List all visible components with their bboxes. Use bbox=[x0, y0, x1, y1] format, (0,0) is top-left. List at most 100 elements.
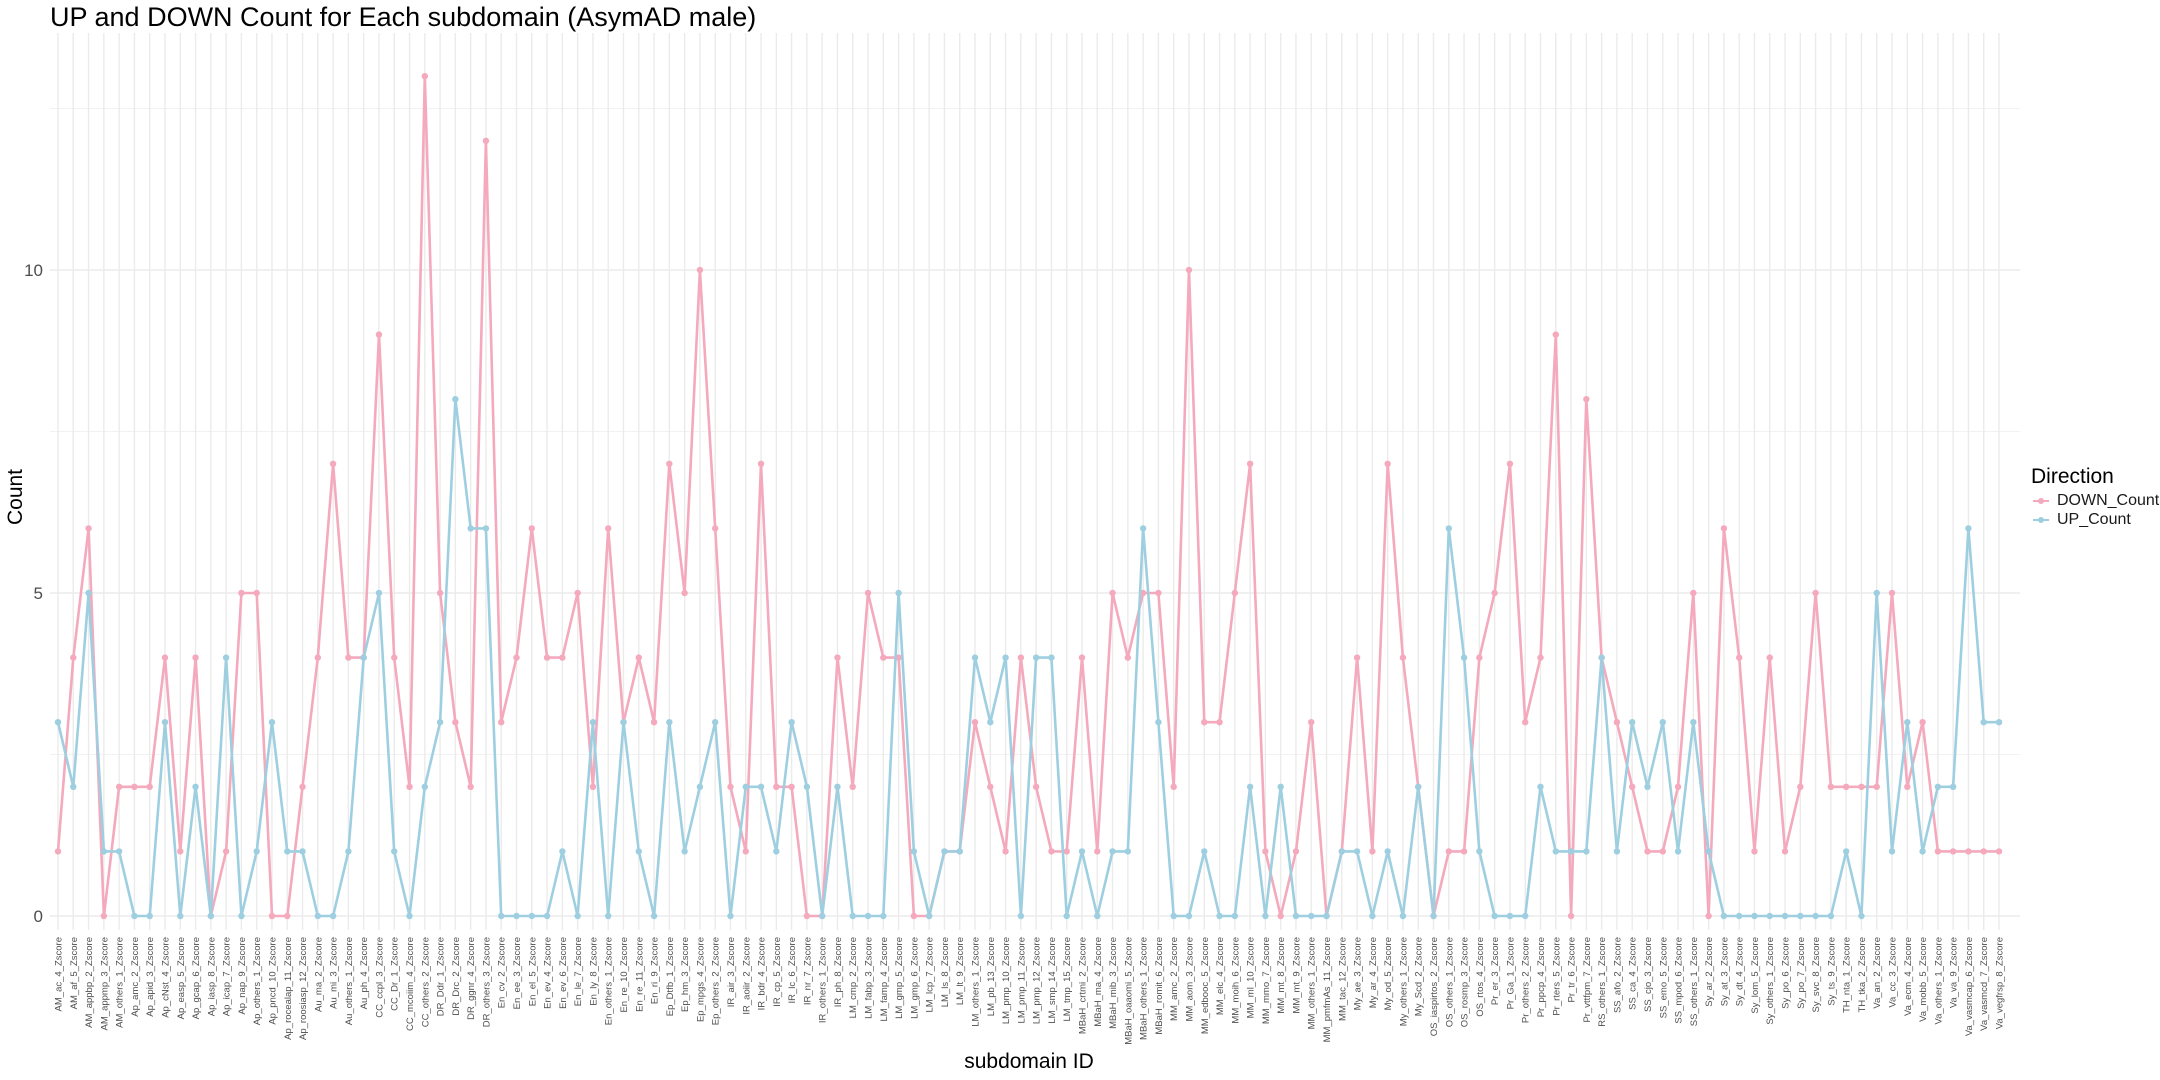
x-tick-label: Ap_gcap_6_Zscore bbox=[191, 937, 202, 1019]
data-point bbox=[666, 719, 673, 726]
x-tick-label: IR_others_1_Zscore bbox=[818, 937, 829, 1023]
data-point bbox=[1155, 719, 1162, 726]
data-point bbox=[849, 912, 856, 920]
data-point bbox=[238, 589, 245, 597]
x-tick-label: LM_tmp_15_Zscore bbox=[1062, 937, 1073, 1021]
data-point bbox=[1445, 525, 1452, 532]
data-point bbox=[1827, 783, 1835, 790]
x-tick-label: My_ar_4_Zscore bbox=[1368, 937, 1379, 1008]
data-point bbox=[788, 719, 795, 726]
x-tick-label: MM_moih_6_Zscore bbox=[1230, 937, 1241, 1024]
data-point bbox=[1506, 460, 1514, 467]
data-point bbox=[559, 848, 566, 855]
data-point bbox=[222, 654, 230, 661]
x-tick-label: RS_others_1_Zscore bbox=[1597, 937, 1608, 1027]
data-point bbox=[1506, 912, 1514, 920]
data-point bbox=[192, 783, 199, 790]
x-tick-label: Sy_po_6_Zscore bbox=[1781, 937, 1792, 1009]
data-point bbox=[115, 848, 123, 855]
data-point bbox=[803, 912, 811, 920]
x-tick-label: Ep_others_2_Zscore bbox=[711, 937, 722, 1025]
data-point bbox=[360, 654, 367, 661]
x-tick-label: Ap_rocealap_11_Zscore bbox=[283, 937, 294, 1040]
data-point bbox=[1415, 783, 1422, 790]
data-point bbox=[253, 589, 260, 597]
data-point bbox=[1888, 589, 1896, 597]
data-point bbox=[1063, 912, 1070, 920]
x-tick-label: My_od_5_Zscore bbox=[1383, 937, 1394, 1010]
x-tick-label: Va_vasmcd_7_Zscore bbox=[1979, 937, 1990, 1031]
data-point bbox=[70, 783, 77, 790]
x-tick-label: MBaH_mib_3_Zscore bbox=[1108, 937, 1119, 1029]
data-point bbox=[1460, 654, 1468, 661]
x-tick-label: Va_vasmcap_6_Zscore bbox=[1964, 937, 1975, 1036]
data-point bbox=[1858, 783, 1865, 790]
data-point bbox=[1384, 848, 1391, 855]
x-tick-label: Au_others_1_Zscore bbox=[344, 937, 355, 1025]
data-point bbox=[1078, 848, 1086, 855]
x-tick-label: IR_bdr_4_Zscore bbox=[757, 937, 768, 1010]
data-point bbox=[1170, 783, 1177, 790]
data-point bbox=[834, 783, 841, 790]
data-point bbox=[650, 912, 658, 920]
y-tick-label: 10 bbox=[24, 261, 43, 280]
data-point bbox=[1277, 783, 1284, 790]
data-point bbox=[421, 73, 429, 80]
x-tick-label: Sy_po_7_Zscore bbox=[1796, 937, 1807, 1009]
x-tick-label: Sy_dt_4_Zscore bbox=[1735, 937, 1746, 1006]
x-tick-label: My_ae_3_Zscore bbox=[1353, 937, 1364, 1010]
data-point bbox=[1965, 848, 1972, 855]
data-point bbox=[773, 848, 780, 855]
data-point bbox=[85, 589, 92, 597]
data-point bbox=[1491, 589, 1498, 597]
data-point bbox=[222, 848, 230, 855]
data-point bbox=[1353, 654, 1361, 661]
data-point bbox=[1873, 589, 1880, 597]
data-point bbox=[1705, 848, 1712, 855]
data-point bbox=[1949, 783, 1957, 790]
data-point bbox=[1949, 848, 1957, 855]
x-tick-label: Ap_icap_7_Zscore bbox=[222, 937, 233, 1016]
data-point bbox=[406, 783, 413, 790]
y-tick-label: 0 bbox=[34, 907, 43, 926]
data-point bbox=[284, 848, 291, 855]
data-point bbox=[681, 589, 688, 597]
x-tick-label: CC_mcoiim_4_Zscore bbox=[405, 937, 416, 1031]
data-point bbox=[1827, 912, 1835, 920]
x-tick-label: Au_ph_4_Zscore bbox=[359, 937, 370, 1009]
x-tick-label: Va_cc_3_Zscore bbox=[1888, 937, 1899, 1008]
x-tick-label: LM_pmp_10_Zscore bbox=[1001, 937, 1012, 1024]
data-point bbox=[1017, 912, 1025, 920]
x-tick-label: LM_gmp_6_Zscore bbox=[909, 937, 920, 1019]
data-point bbox=[192, 654, 199, 661]
x-tick-label: TH_nta_1_Zscore bbox=[1842, 937, 1853, 1013]
data-point bbox=[1384, 460, 1391, 467]
x-tick-label: MM_edbooc_5_Zscore bbox=[1200, 937, 1211, 1034]
x-tick-label: En_ee_3_Zscore bbox=[512, 937, 523, 1009]
x-tick-label: MBaH_ma_4_Zscore bbox=[1093, 937, 1104, 1027]
data-point bbox=[1919, 719, 1926, 726]
data-point bbox=[329, 912, 337, 920]
x-tick-label: IR_aoiir_2_Zscore bbox=[741, 937, 752, 1015]
data-point bbox=[1430, 912, 1437, 920]
x-tick-label: Sy_ts_9_Zscore bbox=[1826, 937, 1837, 1006]
data-point bbox=[589, 719, 597, 726]
data-point bbox=[1323, 912, 1330, 920]
data-point bbox=[1598, 654, 1605, 661]
data-point bbox=[1644, 783, 1651, 790]
data-point bbox=[1552, 848, 1559, 855]
x-tick-label: LM_gmp_5_Zscore bbox=[894, 937, 905, 1019]
legend-item-down: DOWN_Count bbox=[2031, 491, 2159, 510]
x-tick-label: CC_Dr_1_Zscore bbox=[390, 937, 401, 1011]
legend-key-up-icon bbox=[2031, 514, 2051, 526]
x-tick-label: MM_pmfmAs_11_Zscore bbox=[1322, 937, 1333, 1042]
data-point bbox=[1995, 719, 2003, 726]
x-tick-label: LM_famp_4_Zscore bbox=[879, 937, 890, 1021]
data-point bbox=[1109, 848, 1116, 855]
x-tick-label: En_others_1_Zscore bbox=[604, 937, 615, 1025]
x-tick-label: Ap_roosiasp_12_Zscore bbox=[298, 937, 309, 1040]
x-tick-label: LM_others_1_Zscore bbox=[971, 937, 982, 1027]
data-point bbox=[620, 719, 627, 726]
x-tick-label: Au_mi_3_Zscore bbox=[329, 937, 340, 1009]
data-point bbox=[1552, 331, 1559, 338]
